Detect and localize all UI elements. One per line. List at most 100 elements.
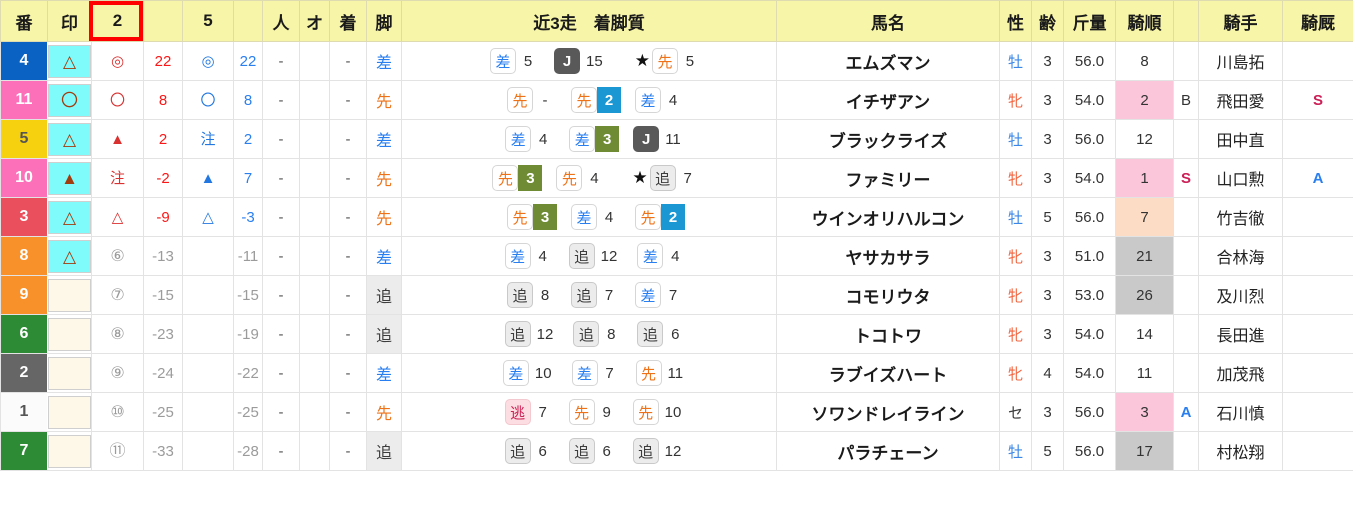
- table-row[interactable]: 5 △ ▲ 2 注 2- - 差差 4 差 3 J 11 ブラックライズ牡 3 56.0 12 田中直: [0, 119, 1353, 159]
- jockey-name[interactable]: 村松翔: [1198, 431, 1283, 471]
- table-row[interactable]: 3 △ △ -9 △ -3- - 先先 3 差 4 先 2 ウインオリハルコン牡 5 56.0 7 竹吉徹: [0, 197, 1353, 237]
- recent-run[interactable]: 先 10: [632, 399, 688, 425]
- header-col-b-value[interactable]: [233, 0, 263, 42]
- jockey-name[interactable]: 及川烈: [1198, 275, 1283, 315]
- header-col-a-value[interactable]: [143, 0, 183, 42]
- table-row[interactable]: 9 ⑦ -15 -15- - 追追 8 追 7 差 7 コモリウタ牝 3 53.0 26 及川烈: [0, 275, 1353, 315]
- header-jockey-rank[interactable]: 騎順: [1115, 0, 1174, 42]
- header-horse-name[interactable]: 馬名: [776, 0, 1000, 42]
- jockey-name[interactable]: 合林海: [1198, 236, 1283, 276]
- horse-name[interactable]: エムズマン: [776, 41, 1000, 81]
- mark-cell[interactable]: △: [47, 41, 92, 81]
- table-row[interactable]: 1 ⑩ -25 -25- - 先逃 7 先 9 先 10 ソワンドレイラインセ 3 56.0 3 A 石川慎: [0, 392, 1353, 432]
- horse-name[interactable]: ファミリー: [776, 158, 1000, 198]
- gate-number[interactable]: 6: [0, 314, 48, 354]
- header-sex[interactable]: 性: [999, 0, 1032, 42]
- horse-name[interactable]: コモリウタ: [776, 275, 1000, 315]
- header-weight[interactable]: 斤量: [1063, 0, 1116, 42]
- header-stable[interactable]: 騎厩: [1282, 0, 1353, 42]
- gate-number[interactable]: 2: [0, 353, 48, 393]
- mark-cell[interactable]: ▲: [47, 158, 92, 198]
- recent-run[interactable]: J 11: [633, 126, 687, 152]
- header-running-style[interactable]: 脚: [366, 0, 402, 42]
- header-odds[interactable]: オ: [299, 0, 330, 42]
- mark-cell[interactable]: [47, 431, 92, 471]
- jockey-name[interactable]: 長田進: [1198, 314, 1283, 354]
- gate-number[interactable]: 9: [0, 275, 48, 315]
- mark-cell[interactable]: △: [47, 119, 92, 159]
- horse-name[interactable]: パラチェーン: [776, 431, 1000, 471]
- mark-cell[interactable]: 〇: [47, 80, 92, 120]
- header-last3-runs[interactable]: 近3走 着脚質: [401, 0, 777, 42]
- header-popularity[interactable]: 人: [262, 0, 300, 42]
- table-row[interactable]: 4 △ ◎ 22 ◎ 22- - 差差 5 J 15 ★ 先 5 エムズマン牡 3 56.0 8 川島拓: [0, 41, 1353, 81]
- header-flag[interactable]: [1173, 0, 1199, 42]
- mark-cell[interactable]: [47, 275, 92, 315]
- mark-cell[interactable]: △: [47, 236, 92, 276]
- mark-cell[interactable]: [47, 392, 92, 432]
- horse-name[interactable]: ラブイズハート: [776, 353, 1000, 393]
- jockey-name[interactable]: 田中直: [1198, 119, 1283, 159]
- mark-cell[interactable]: △: [47, 197, 92, 237]
- gate-number[interactable]: 3: [0, 197, 48, 237]
- recent-run[interactable]: 追 12: [504, 321, 560, 347]
- recent-run[interactable]: 追 12: [568, 243, 624, 269]
- gate-number[interactable]: 5: [0, 119, 48, 159]
- gate-number[interactable]: 11: [0, 80, 48, 120]
- recent-run[interactable]: ★ 先 5: [623, 48, 702, 74]
- table-row[interactable]: 6 ⑧ -23 -19- - 追追 12 追 8 追 6 トコトワ牝 3 54.0 14 長田進: [0, 314, 1353, 354]
- horse-name[interactable]: ソワンドレイライン: [776, 392, 1000, 432]
- header-age[interactable]: 齢: [1031, 0, 1064, 42]
- table-row[interactable]: 8 △ ⑥ -13 -11- - 差差 4 追 12 差 4 ヤサカサラ牝 3 51.0 21 合林海: [0, 236, 1353, 276]
- recent-run[interactable]: J 15: [554, 48, 609, 74]
- jockey-name[interactable]: 加茂飛: [1198, 353, 1283, 393]
- gate-number[interactable]: 4: [0, 41, 48, 81]
- jockey-name[interactable]: 川島拓: [1198, 41, 1283, 81]
- header-col-a-mark[interactable]: 2: [91, 0, 144, 42]
- mark-cell[interactable]: [47, 314, 92, 354]
- table-row[interactable]: 2 ⑨ -24 -22- - 差差 10 差 7 先 11 ラブイズハート牝 4 54.0 11 加茂飛: [0, 353, 1353, 393]
- gate-number[interactable]: 1: [0, 392, 48, 432]
- header-jockey[interactable]: 騎手: [1198, 0, 1283, 42]
- table-row[interactable]: 10 ▲ 注 -2 ▲ 7- - 先先 3 先 4 ★ 追 7 ファミリー牝 3 54.0 1 S 山口勲 A: [0, 158, 1353, 198]
- jockey-name[interactable]: 山口勲: [1198, 158, 1283, 198]
- gate-number[interactable]: 8: [0, 236, 48, 276]
- horse-name[interactable]: イチザアン: [776, 80, 1000, 120]
- header-mark[interactable]: 印: [47, 0, 92, 42]
- header-gate[interactable]: 番: [0, 0, 48, 42]
- table-row[interactable]: 11 〇〇 8 〇 8- - 先先 - 先 2 差 4 イチザアン牝 3 54.0 2 B 飛田愛 S: [0, 80, 1353, 120]
- recent-run[interactable]: 差 10: [502, 360, 558, 386]
- header-finish[interactable]: 着: [329, 0, 367, 42]
- header-col-b-mark[interactable]: 5: [182, 0, 234, 42]
- recent-run[interactable]: 追 12: [632, 438, 688, 464]
- mark-cell[interactable]: [47, 353, 92, 393]
- jockey-name[interactable]: 竹吉徹: [1198, 197, 1283, 237]
- jockey-name[interactable]: 石川慎: [1198, 392, 1283, 432]
- horse-name[interactable]: ブラックライズ: [776, 119, 1000, 159]
- recent-run[interactable]: ★ 追 7: [620, 165, 699, 191]
- gate-number[interactable]: 10: [0, 158, 48, 198]
- horse-name[interactable]: ヤサカサラ: [776, 236, 1000, 276]
- horse-name[interactable]: ウインオリハルコン: [776, 197, 1000, 237]
- table-row[interactable]: 7 ⑪ -33 -28- - 追追 6 追 6 追 12 パラチェーン牡 5 56.0 17 村松翔: [0, 431, 1353, 471]
